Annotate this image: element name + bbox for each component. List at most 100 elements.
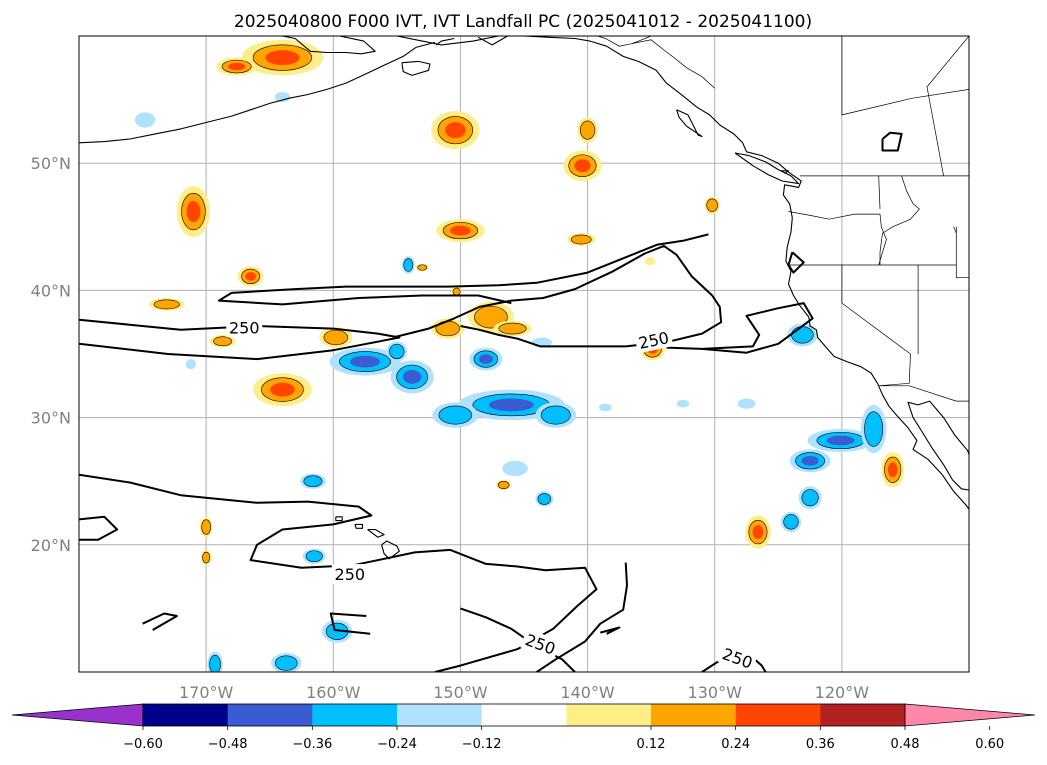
pc-fill-level: [270, 382, 295, 397]
pc-feature: [599, 403, 612, 412]
lat-tick-label: 40°N: [31, 281, 71, 300]
contour-label-bg: [633, 326, 674, 354]
pc-fill-level: [305, 550, 323, 563]
contour-label: 250: [633, 326, 674, 354]
pc-fill-level: [498, 322, 527, 335]
ivt-contour: [79, 515, 119, 541]
pc-fill-level: [323, 329, 349, 346]
pc-feature: [432, 402, 479, 428]
colorbar-tick-label: −0.12: [462, 737, 502, 752]
map-background: [79, 36, 969, 672]
colorbar-tick-label: 0.60: [975, 737, 1004, 752]
ivt-contour: [536, 562, 628, 672]
pc-fill-level: [478, 354, 493, 364]
pc-feature: [274, 91, 291, 103]
colorbar-segment: [397, 704, 483, 726]
ivt-contour: [666, 302, 814, 354]
pc-fill-level: [540, 405, 571, 425]
pc-fill-level: [201, 519, 212, 535]
pc-fill-level: [153, 299, 180, 310]
pc-feature: [237, 266, 264, 287]
pc-fill-level: [801, 456, 819, 466]
pc-fill-level: [445, 122, 466, 139]
pc-fill-level: [783, 514, 799, 530]
pc-feature: [148, 298, 185, 311]
colorbar-under-extension: [11, 703, 144, 727]
border-line: [632, 39, 715, 89]
pc-feature: [881, 451, 905, 488]
coastline: [435, 37, 455, 46]
border-line: [841, 265, 911, 384]
border-line: [953, 226, 957, 234]
lat-tick-label: 30°N: [31, 409, 71, 428]
coastline: [477, 36, 508, 46]
coastline: [381, 540, 400, 560]
pc-feature: [535, 491, 554, 507]
pc-feature: [176, 186, 210, 237]
pc-fill-level: [488, 398, 534, 412]
pc-fill-level: [303, 475, 323, 487]
contour-label-bg: [226, 317, 263, 338]
pc-feature: [415, 263, 429, 272]
colorbar-tick-label: 0.12: [637, 737, 666, 752]
pc-fill-level: [826, 435, 855, 446]
pc-feature: [780, 511, 802, 533]
colorbar-tick-label: 0.24: [721, 737, 750, 752]
pc-fill-level: [202, 551, 211, 564]
pc-feature: [300, 473, 326, 489]
lon-tick-label: 170°W: [179, 683, 234, 702]
pc-feature: [436, 219, 485, 243]
lon-tick-label: 150°W: [433, 683, 488, 702]
ivt-contour: [79, 318, 401, 361]
colorbar-tick-label: −0.60: [123, 737, 163, 752]
coastline: [396, 36, 969, 510]
pc-feature: [493, 320, 532, 337]
coastline: [335, 516, 343, 522]
pc-feature: [329, 347, 401, 376]
ivt-contour: [142, 612, 178, 631]
ivt-contour: [787, 251, 805, 274]
pc-fill-level: [450, 225, 471, 236]
pc-fill-level: [350, 355, 381, 368]
contour-label: 250: [226, 317, 263, 338]
pc-fill-level: [737, 398, 756, 409]
ivt-contour: [600, 626, 621, 635]
border-line: [788, 211, 887, 266]
coastline: [401, 60, 431, 76]
pc-fill-level: [537, 493, 552, 505]
lon-tick-label: 130°W: [688, 683, 743, 702]
contour-label-text: 250: [335, 565, 366, 584]
pc-fill-level: [417, 264, 428, 271]
pc-feature: [563, 150, 602, 182]
pc-feature: [469, 347, 503, 371]
border-line: [879, 175, 920, 265]
colorbar-tick-label: 0.48: [891, 737, 920, 752]
pc-fill-level: [574, 159, 591, 173]
ivt-contour: [217, 233, 709, 306]
pc-fill-level: [644, 257, 655, 265]
lon-tick-label: 120°W: [815, 683, 870, 702]
colorbar: −0.60 −0.48 −0.36 −0.24 −0.12 0.12 0.24 0.36 0.4…: [11, 703, 1036, 752]
pc-feature: [496, 479, 512, 491]
pc-fill-level: [186, 200, 201, 223]
border-line: [926, 36, 969, 176]
border-line: [841, 36, 969, 116]
coastline: [79, 41, 436, 144]
pc-feature: [134, 112, 156, 128]
pc-fill-level: [265, 50, 300, 66]
pc-feature: [431, 111, 480, 150]
pc-fill-level: [452, 287, 461, 296]
lon-tick-label: 160°W: [306, 683, 361, 702]
pc-feature: [207, 651, 223, 672]
colorbar-segment: [312, 704, 398, 726]
pc-feature: [253, 373, 312, 407]
pc-feature: [745, 515, 771, 549]
pc-feature: [185, 359, 196, 370]
contour-label: 250: [331, 564, 368, 585]
pc-feature: [302, 548, 326, 564]
pc-fill-level: [599, 403, 612, 412]
pc-fill-level: [403, 258, 414, 272]
border-line: [878, 175, 881, 210]
pc-fill-level: [497, 481, 510, 489]
